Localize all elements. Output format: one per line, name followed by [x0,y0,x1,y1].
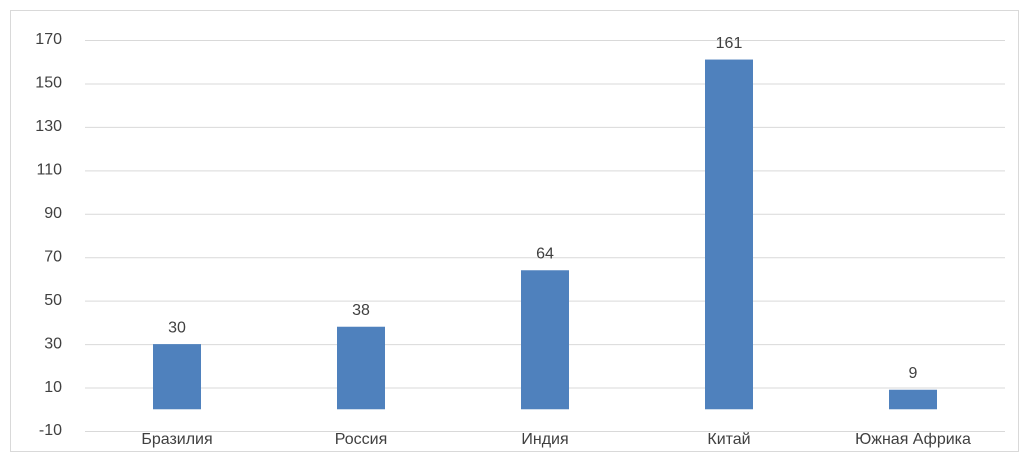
y-tick-label: 70 [44,248,62,265]
x-tick-label: Бразилия [141,431,212,448]
data-label: 64 [536,245,554,262]
y-tick-label: -10 [39,422,62,439]
y-tick-label: 10 [44,379,62,396]
y-tick-label: 50 [44,292,62,309]
data-label: 9 [909,365,918,382]
bar [337,326,385,410]
y-tick-label: 110 [36,162,62,179]
y-tick-label: 170 [35,31,62,48]
x-tick-label: Индия [521,431,568,448]
data-label: 30 [168,319,186,336]
bar [153,344,201,410]
bar [521,270,569,410]
x-tick-label: Южная Африка [855,431,971,448]
data-label: 38 [352,302,370,319]
bar [705,59,753,410]
y-tick-label: 130 [35,118,62,135]
y-tick-label: 30 [44,335,62,352]
data-label: 161 [716,35,743,52]
bar [889,389,937,410]
x-tick-label: Россия [335,431,387,448]
x-tick-label: Китай [707,431,750,448]
y-tick-label: 90 [44,205,62,222]
y-tick-label: 150 [35,75,62,92]
